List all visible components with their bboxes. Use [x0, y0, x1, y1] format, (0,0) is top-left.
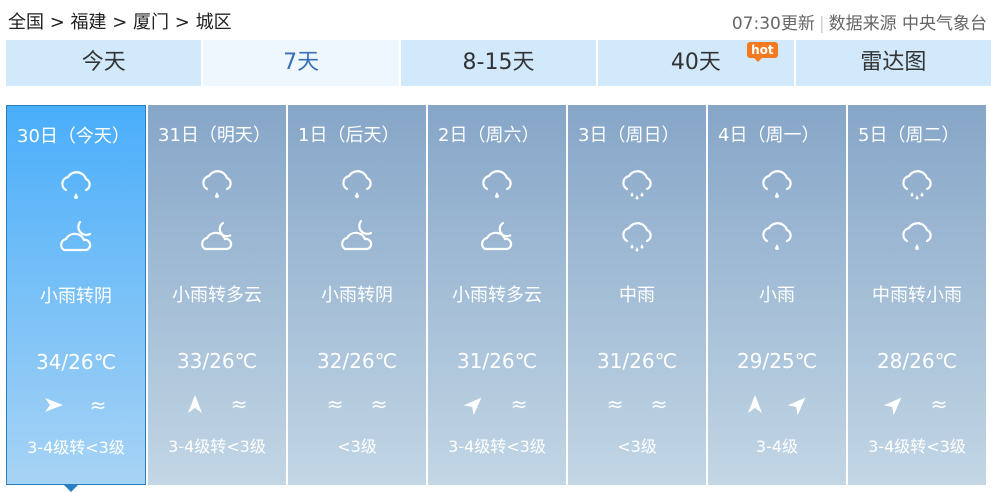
day-card[interactable]: 2日（周六） 小雨转多云 31/26℃ ≈ 3-4级转<3级: [428, 105, 566, 485]
day-date: 30日（今天）: [17, 126, 130, 147]
breeze-icon: ≈: [89, 393, 107, 417]
weather-desc: 小雨转多云: [172, 285, 262, 306]
wind-icons: ≈: [148, 393, 286, 417]
light-rain-icon: [755, 163, 799, 203]
temperature: 34/26℃: [35, 350, 117, 374]
tab-label: 今天: [81, 50, 126, 75]
day-date: 1日（后天）: [298, 125, 400, 146]
temperature: 29/25℃: [736, 349, 818, 373]
day-card[interactable]: 3日（周日） 中雨 31/26℃ ≈ ≈ <3级: [568, 105, 706, 485]
light-rain-icon: [475, 163, 519, 203]
tab-4[interactable]: 雷达图: [795, 40, 991, 86]
light-rain-icon: [195, 163, 239, 203]
weather-desc: 小雨转多云: [452, 285, 542, 306]
temperature: 28/26℃: [876, 349, 958, 373]
forecast-tabs: 今天 7天 8-15天 40天 hot 雷达图: [6, 40, 991, 86]
data-source: 数据来源 中央气象台: [828, 14, 987, 34]
wind-level: 3-4级转<3级: [448, 437, 546, 456]
weather-desc: 小雨: [759, 285, 795, 306]
tab-label: 8-15天: [462, 50, 535, 75]
breeze-icon: ≈: [650, 392, 668, 416]
seven-day-forecast: 30日（今天） 小雨转阴 34/26℃ ≈ 3-4级转<3级 31日（明天） 小雨…: [6, 105, 986, 492]
wind-level: 3-4级转<3级: [27, 438, 125, 457]
temperature: 33/26℃: [176, 349, 258, 373]
breadcrumb[interactable]: 全国 > 福建 > 厦门 > 城区: [8, 12, 232, 33]
tab-label: 雷达图: [860, 50, 927, 75]
tab-0[interactable]: 今天: [6, 40, 202, 86]
weather-desc: 小雨转阴: [321, 285, 393, 306]
day-card[interactable]: 4日（周一） 小雨 29/25℃ 3-4级: [708, 105, 846, 485]
moderate-rain-icon: [895, 163, 939, 203]
temperature: 31/26℃: [456, 349, 538, 373]
update-time: 07:30更新: [731, 14, 815, 34]
wind-level: <3级: [617, 437, 657, 456]
light-rain-icon: [895, 215, 939, 255]
temperature: 32/26℃: [316, 349, 398, 373]
tab-2[interactable]: 8-15天: [400, 40, 597, 86]
partly-cloudy-night-icon: [475, 215, 519, 255]
weather-desc: 小雨转阴: [40, 286, 112, 307]
breeze-icon: ≈: [370, 392, 388, 416]
day-date: 3日（周日）: [578, 125, 680, 146]
day-card[interactable]: 5日（周二） 中雨转小雨 28/26℃ ≈ 3-4级转<3级: [848, 105, 986, 485]
light-rain-icon: [335, 163, 379, 203]
weather-desc: 中雨转小雨: [872, 285, 962, 306]
wind-direction-icon: [787, 393, 810, 416]
moderate-rain-icon: [615, 163, 659, 203]
day-card[interactable]: 31日（明天） 小雨转多云 33/26℃ ≈ 3-4级转<3级: [148, 105, 286, 485]
wind-icons: ≈: [848, 393, 986, 417]
cloudy-night-icon: [335, 215, 379, 255]
breeze-icon: ≈: [930, 392, 948, 416]
weather-desc: 中雨: [619, 285, 655, 306]
breeze-icon: ≈: [230, 392, 248, 416]
light-rain-icon: [755, 215, 799, 255]
temperature: 31/26℃: [596, 349, 678, 373]
day-date: 31日（明天）: [158, 125, 271, 146]
tab-1[interactable]: 7天: [203, 40, 399, 86]
day-card[interactable]: 30日（今天） 小雨转阴 34/26℃ ≈ 3-4级转<3级: [6, 105, 146, 492]
breeze-icon: ≈: [326, 392, 344, 416]
day-date: 4日（周一）: [718, 125, 820, 146]
day-card[interactable]: 1日（后天） 小雨转阴 32/26℃ ≈ ≈ <3级: [288, 105, 426, 485]
day-date: 5日（周二）: [858, 125, 960, 146]
cloudy-night-icon: [54, 216, 98, 256]
wind-icons: [708, 393, 846, 417]
wind-icons: ≈ ≈: [568, 393, 706, 417]
day-date: 2日（周六）: [438, 125, 540, 146]
hot-badge: hot: [747, 42, 778, 62]
tab-3[interactable]: 40天 hot: [598, 40, 794, 86]
tab-label: 7天: [283, 50, 320, 75]
header-bar: 全国 > 福建 > 厦门 > 城区 07:30更新 | 数据来源 中央气象台: [0, 0, 991, 38]
breeze-icon: ≈: [510, 392, 528, 416]
wind-direction-icon: [744, 393, 766, 415]
wind-direction-icon: [883, 393, 906, 416]
wind-direction-icon: [43, 394, 65, 416]
wind-direction-icon: [184, 393, 206, 415]
wind-direction-icon: [463, 393, 486, 416]
partly-cloudy-night-icon: [195, 215, 239, 255]
wind-level: 3-4级转<3级: [868, 437, 966, 456]
wind-icons: ≈: [428, 393, 566, 417]
tab-label: 40天: [670, 50, 721, 75]
update-info: 07:30更新 | 数据来源 中央气象台: [731, 14, 987, 34]
light-rain-icon: [54, 164, 98, 204]
wind-icons: ≈: [7, 394, 145, 418]
moderate-rain-icon: [615, 215, 659, 255]
wind-level: 3-4级: [755, 437, 799, 456]
wind-icons: ≈ ≈: [288, 393, 426, 417]
wind-level: 3-4级转<3级: [168, 437, 266, 456]
wind-level: <3级: [337, 437, 377, 456]
breeze-icon: ≈: [606, 392, 624, 416]
